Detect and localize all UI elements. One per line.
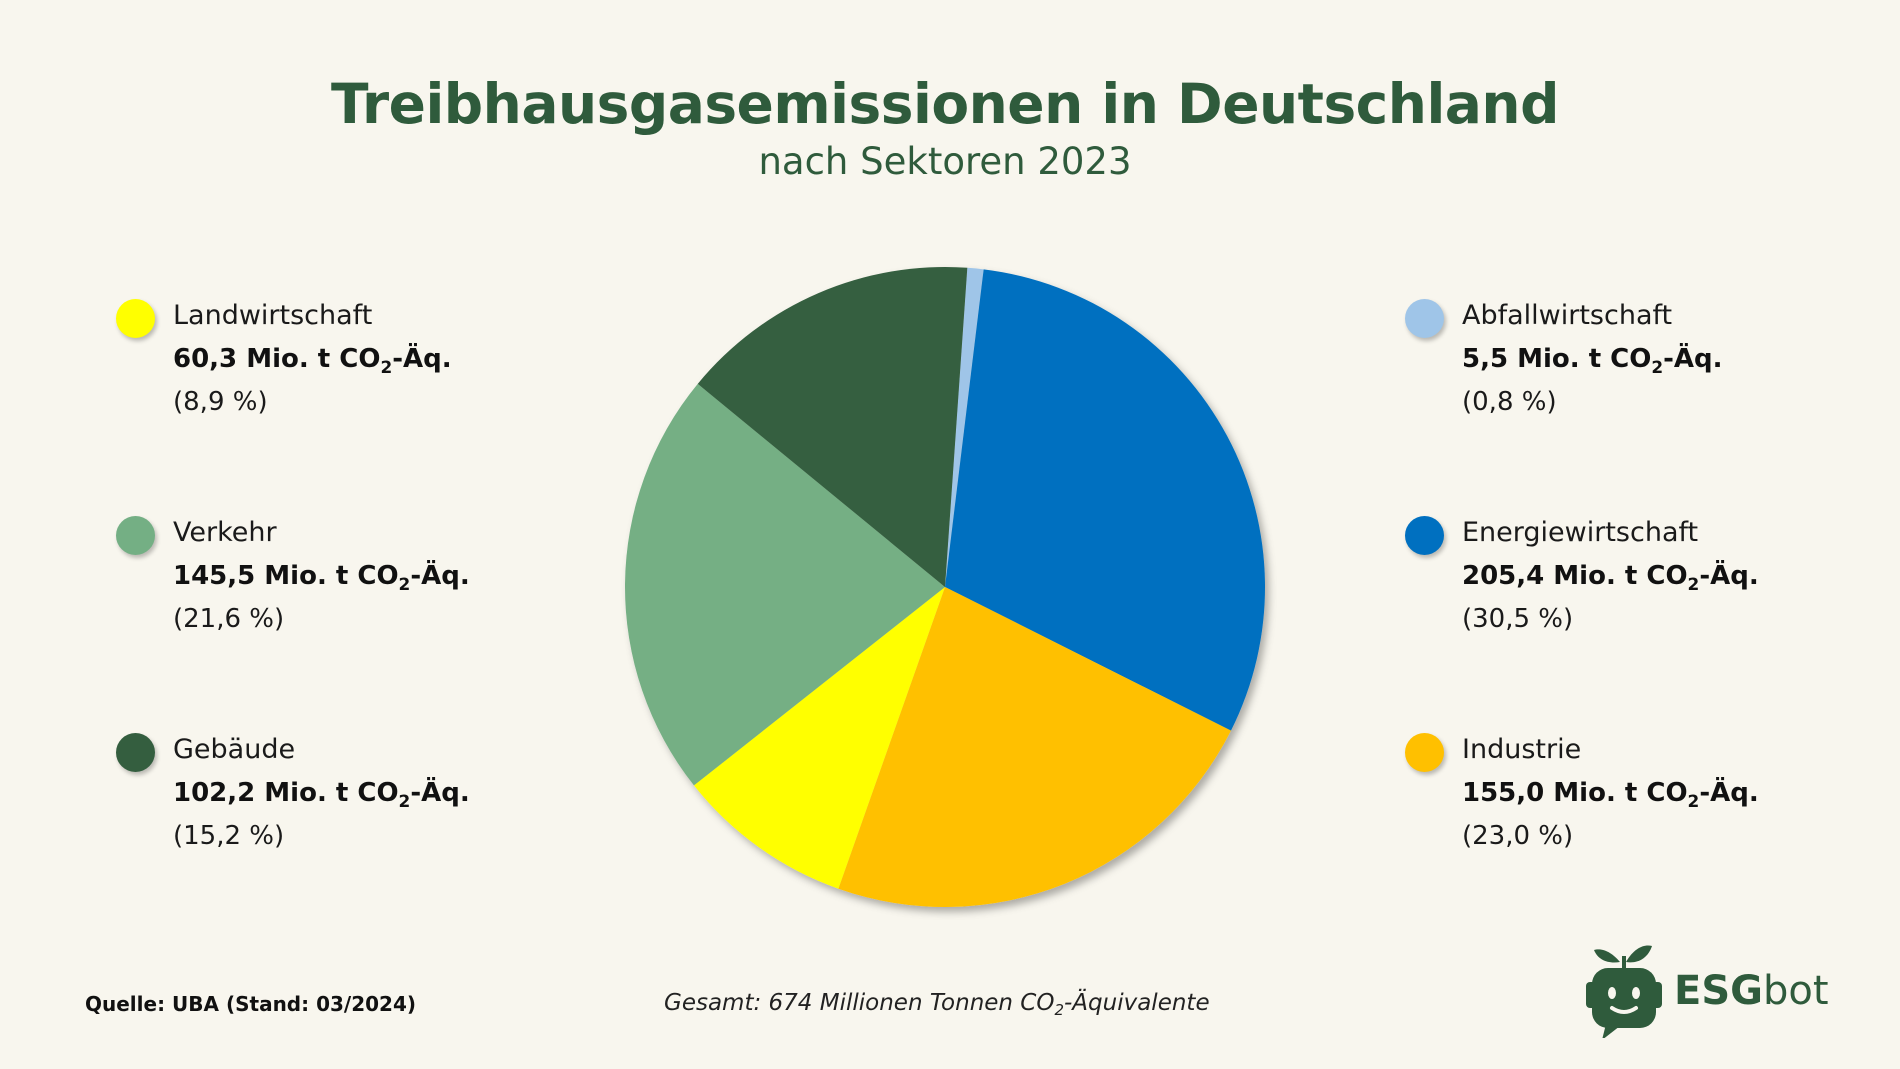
- legend-item: Verkehr 145,5 Mio. t CO2-Äq. (21,6 %): [116, 511, 536, 651]
- legend-value-number: 102,2: [173, 778, 256, 808]
- legend-unit-suffix: -Äq.: [392, 344, 452, 374]
- legend-value-number: 60,3: [173, 344, 238, 374]
- logo-text-esg: ESG: [1674, 968, 1763, 1014]
- legend-unit-sub: 2: [398, 790, 411, 811]
- legend-percent: (8,9 %): [173, 387, 268, 417]
- legend-value: 155,0 Mio. t CO2-Äq.: [1462, 778, 1759, 811]
- pie-chart: [620, 262, 1280, 922]
- legend-unit-suffix: -Äq.: [1663, 344, 1723, 374]
- source-note: Quelle: UBA (Stand: 03/2024): [85, 992, 417, 1016]
- pie-slice: [945, 267, 984, 587]
- legend-value: 205,4 Mio. t CO2-Äq.: [1462, 561, 1759, 594]
- legend-value-number: 205,4: [1462, 561, 1545, 591]
- legend-value: 145,5 Mio. t CO2-Äq.: [173, 561, 470, 594]
- chart-subtitle: nach Sektoren 2023: [758, 140, 1132, 183]
- legend-swatch: [1405, 733, 1444, 772]
- legend-swatch: [1405, 299, 1444, 338]
- total-note: Gesamt: 674 Millionen Tonnen CO2-Äquival…: [664, 990, 1210, 1020]
- legend-unit-prefix: Mio. t CO: [255, 561, 399, 591]
- esgbot-logo: ESGbot: [1582, 938, 1832, 1038]
- legend-item: Landwirtschaft 60,3 Mio. t CO2-Äq. (8,9 %): [116, 294, 536, 434]
- legend-label: Gebäude: [173, 734, 296, 765]
- chart-title: Treibhausgasemissionen in Deutschland: [331, 72, 1559, 136]
- legend-percent: (15,2 %): [173, 821, 285, 851]
- legend-label: Landwirtschaft: [173, 300, 373, 331]
- pie-slices: [625, 267, 1266, 907]
- legend-item: Gebäude 102,2 Mio. t CO2-Äq. (15,2 %): [116, 728, 536, 868]
- legend-item: Energiewirtschaft 205,4 Mio. t CO2-Äq. (30…: [1405, 511, 1825, 651]
- legend-swatch: [116, 733, 155, 772]
- pie-slice: [697, 267, 968, 587]
- legend-unit-sub: 2: [398, 573, 411, 594]
- pie-slice: [625, 383, 945, 786]
- legend-unit-suffix: -Äq.: [1699, 778, 1759, 808]
- logo-text: ESGbot: [1674, 968, 1829, 1014]
- pie-slice: [945, 269, 1266, 731]
- total-suffix: -Äquivalente: [1064, 990, 1210, 1016]
- legend-value-number: 5,5: [1462, 344, 1509, 374]
- legend-value-number: 155,0: [1462, 778, 1545, 808]
- legend-value: 102,2 Mio. t CO2-Äq.: [173, 778, 470, 811]
- legend-unit-sub: 2: [1687, 573, 1700, 594]
- legend-unit-prefix: Mio. t CO: [255, 778, 399, 808]
- legend-percent: (0,8 %): [1462, 387, 1557, 417]
- legend-swatch: [116, 299, 155, 338]
- total-sub: 2: [1054, 1001, 1064, 1020]
- logo-text-bot: bot: [1762, 968, 1829, 1014]
- legend-unit-prefix: Mio. t CO: [1544, 561, 1688, 591]
- legend-unit-sub: 2: [380, 356, 393, 377]
- legend-value: 5,5 Mio. t CO2-Äq.: [1462, 344, 1723, 377]
- pie-slice: [693, 587, 945, 889]
- legend-unit-suffix: -Äq.: [1699, 561, 1759, 591]
- legend-percent: (23,0 %): [1462, 821, 1574, 851]
- legend-label: Energiewirtschaft: [1462, 517, 1699, 548]
- legend-unit-suffix: -Äq.: [410, 561, 470, 591]
- robot-leaf-icon: [1586, 945, 1662, 1038]
- legend-unit-suffix: -Äq.: [410, 778, 470, 808]
- pie-svg: [625, 267, 1266, 907]
- legend-percent: (21,6 %): [173, 604, 285, 634]
- legend-swatch: [116, 516, 155, 555]
- legend-percent: (30,5 %): [1462, 604, 1574, 634]
- legend-unit-prefix: Mio. t CO: [1508, 344, 1652, 374]
- legend-swatch: [1405, 516, 1444, 555]
- legend-unit-prefix: Mio. t CO: [1544, 778, 1688, 808]
- legend-label: Abfallwirtschaft: [1462, 300, 1673, 331]
- total-prefix: Gesamt: 674 Millionen Tonnen CO: [664, 990, 1055, 1016]
- legend-item: Abfallwirtschaft 5,5 Mio. t CO2-Äq. (0,8 %…: [1405, 294, 1825, 434]
- legend-unit-sub: 2: [1651, 356, 1664, 377]
- pie-slice: [838, 587, 1231, 907]
- legend-label: Industrie: [1462, 734, 1582, 765]
- legend-unit-sub: 2: [1687, 790, 1700, 811]
- legend-unit-prefix: Mio. t CO: [237, 344, 381, 374]
- legend-item: Industrie 155,0 Mio. t CO2-Äq. (23,0 %): [1405, 728, 1825, 868]
- legend-value-number: 145,5: [173, 561, 256, 591]
- legend-label: Verkehr: [173, 517, 277, 548]
- legend-value: 60,3 Mio. t CO2-Äq.: [173, 344, 452, 377]
